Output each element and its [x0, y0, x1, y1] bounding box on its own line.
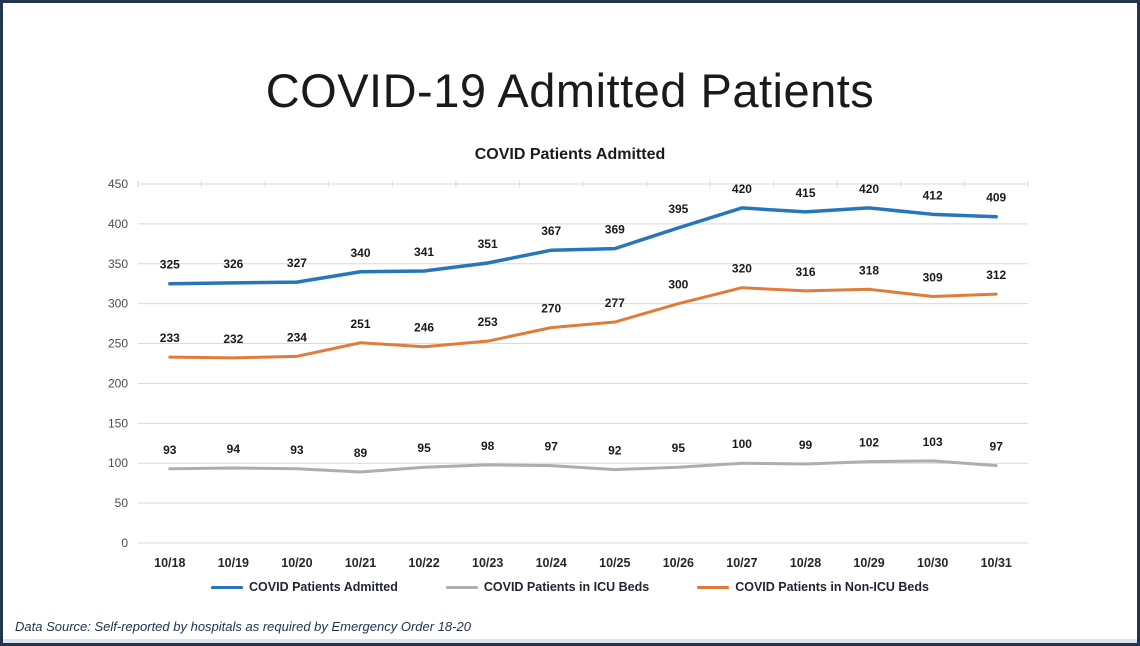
data-label: 325	[160, 258, 180, 272]
x-axis-tick-label: 10/25	[599, 556, 630, 570]
data-source-note: Data Source: Self-reported by hospitals …	[15, 619, 471, 634]
data-label: 93	[163, 443, 177, 457]
y-axis-tick-label: 200	[108, 376, 128, 390]
x-axis-tick-label: 10/28	[790, 556, 821, 570]
data-label: 277	[605, 296, 625, 310]
data-label: 309	[923, 270, 943, 284]
y-axis-tick-label: 0	[121, 536, 128, 550]
x-axis-tick-label: 10/31	[981, 556, 1012, 570]
y-axis-tick-label: 250	[108, 337, 128, 351]
data-label: 95	[417, 441, 431, 455]
chart-legend: COVID Patients Admitted COVID Patients i…	[3, 580, 1137, 594]
legend-label: COVID Patients Admitted	[249, 580, 398, 594]
x-axis-tick-label: 10/19	[218, 556, 249, 570]
data-label: 97	[545, 440, 559, 454]
y-axis-tick-label: 100	[108, 456, 128, 470]
series-line	[168, 206, 998, 286]
legend-label: COVID Patients in Non-ICU Beds	[735, 580, 929, 594]
data-label: 420	[732, 182, 752, 196]
data-label: 234	[287, 330, 307, 344]
legend-item-admitted[interactable]: COVID Patients Admitted	[211, 580, 398, 594]
data-label: 300	[668, 278, 688, 292]
data-label: 233	[160, 331, 180, 345]
data-label: 412	[923, 188, 943, 202]
y-axis-tick-label: 150	[108, 416, 128, 430]
page-title: COVID-19 Admitted Patients	[265, 64, 875, 117]
x-axis-tick-label: 10/20	[281, 556, 312, 570]
x-axis-tick-label: 10/24	[536, 556, 567, 570]
data-label: 251	[350, 317, 370, 331]
series-line	[168, 286, 998, 360]
data-label: 103	[923, 435, 943, 449]
data-label: 97	[990, 440, 1004, 454]
data-label: 94	[227, 442, 241, 456]
legend-item-non-icu[interactable]: COVID Patients in Non-ICU Beds	[697, 580, 929, 594]
y-axis-tick-label: 400	[108, 217, 128, 231]
legend-item-icu[interactable]: COVID Patients in ICU Beds	[445, 580, 650, 594]
data-label: 316	[795, 265, 815, 279]
data-label: 102	[859, 436, 879, 450]
data-label: 369	[605, 223, 625, 237]
data-label: 253	[478, 315, 498, 329]
data-label: 367	[541, 224, 561, 238]
data-label: 89	[354, 446, 368, 460]
y-axis-tick-label: 350	[108, 257, 128, 271]
data-label: 420	[859, 182, 879, 196]
data-label: 409	[986, 191, 1006, 205]
data-label: 312	[986, 268, 1006, 282]
data-label: 270	[541, 302, 561, 316]
x-axis-tick-label: 10/26	[663, 556, 694, 570]
data-label: 246	[414, 321, 434, 335]
y-axis-tick-label: 50	[115, 496, 129, 510]
x-axis-tick-label: 10/30	[917, 556, 948, 570]
chart-title: COVID Patients Admitted	[474, 146, 666, 163]
data-label: 320	[732, 262, 752, 276]
data-label: 341	[414, 245, 434, 259]
data-label: 318	[859, 263, 879, 277]
legend-line-swatch-icu	[445, 585, 478, 589]
x-axis-tick-label: 10/23	[472, 556, 503, 570]
data-label: 100	[732, 437, 752, 451]
data-label: 395	[668, 202, 688, 216]
data-label: 340	[350, 246, 370, 260]
legend-label: COVID Patients in ICU Beds	[483, 580, 650, 594]
legend-line-swatch-admitted	[211, 585, 244, 589]
data-label: 351	[478, 237, 498, 251]
y-axis-tick-label: 300	[108, 297, 128, 311]
line-chart: 0 50 100 150 200 250 300 350 400 450 10/18 10/19 10/…	[108, 177, 1029, 570]
y-axis-tick-label: 450	[108, 177, 128, 191]
x-axis-tick-label: 10/18	[154, 556, 185, 570]
data-label: 99	[799, 438, 813, 452]
data-label: 92	[608, 444, 622, 458]
data-label: 98	[481, 439, 495, 453]
data-label: 232	[223, 332, 243, 346]
x-axis-tick-label: 10/29	[853, 556, 884, 570]
data-label: 95	[672, 441, 686, 455]
bottom-accent-strip	[3, 639, 1137, 643]
x-axis-tick-label: 10/27	[726, 556, 757, 570]
data-label: 93	[290, 443, 304, 457]
x-axis-tick-label: 10/22	[408, 556, 439, 570]
legend-line-swatch-non-icu	[697, 585, 730, 589]
data-label: 326	[223, 257, 243, 271]
data-label: 415	[795, 186, 815, 200]
data-label: 327	[287, 256, 307, 270]
series-line	[168, 459, 998, 474]
x-axis-tick-label: 10/21	[345, 556, 376, 570]
